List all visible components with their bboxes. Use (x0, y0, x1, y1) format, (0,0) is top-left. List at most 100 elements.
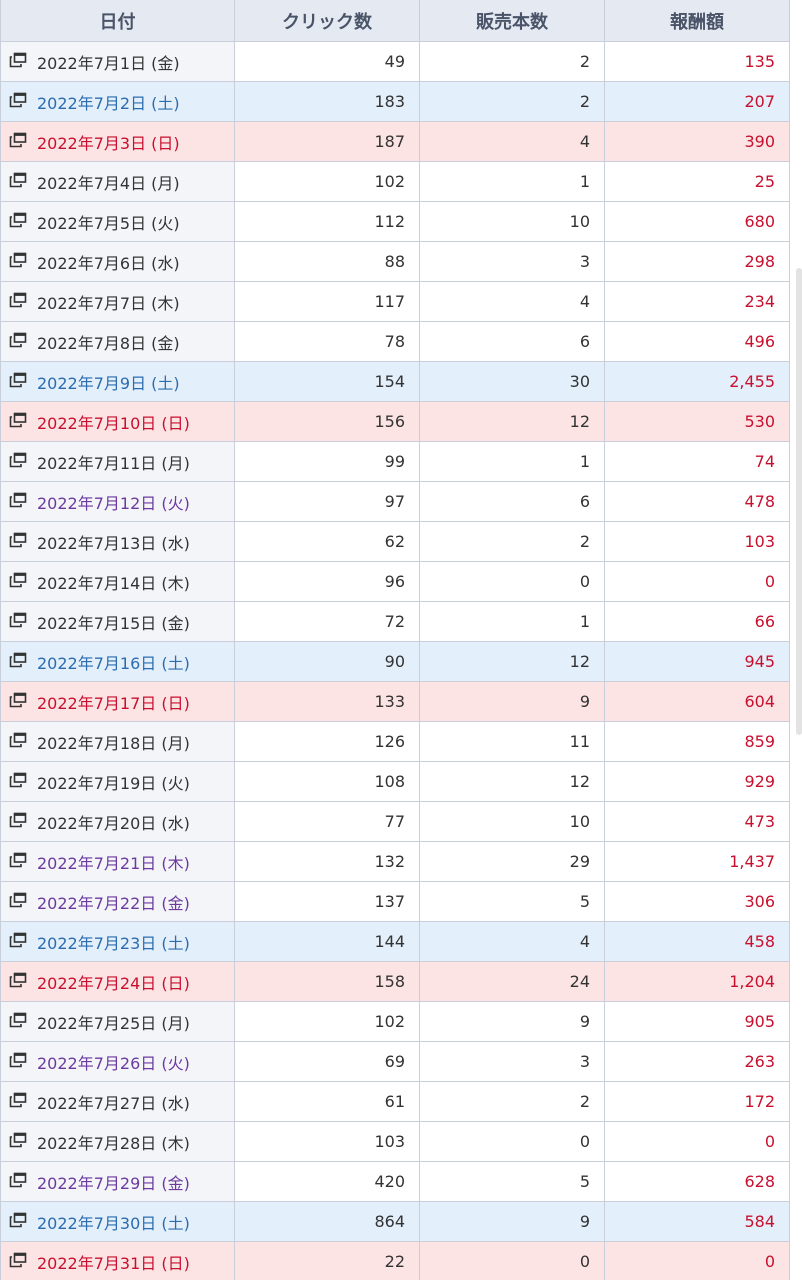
external-window-icon[interactable] (9, 572, 27, 588)
external-window-icon[interactable] (9, 812, 27, 828)
date-cell[interactable]: 2022年7月15日 (金) (0, 601, 235, 642)
date-link[interactable]: 2022年7月5日 (火) (37, 213, 180, 233)
column-header-clicks[interactable]: クリック数 (234, 0, 420, 42)
date-cell[interactable]: 2022年7月6日 (水) (0, 241, 235, 282)
date-cell[interactable]: 2022年7月28日 (木) (0, 1121, 235, 1162)
date-link[interactable]: 2022年7月19日 (火) (37, 773, 190, 793)
date-cell[interactable]: 2022年7月12日 (火) (0, 481, 235, 522)
date-link[interactable]: 2022年7月31日 (日) (37, 1253, 190, 1273)
date-link[interactable]: 2022年7月14日 (木) (37, 573, 190, 593)
date-link[interactable]: 2022年7月3日 (日) (37, 133, 180, 153)
date-link[interactable]: 2022年7月10日 (日) (37, 413, 190, 433)
date-cell[interactable]: 2022年7月5日 (火) (0, 201, 235, 242)
date-link[interactable]: 2022年7月9日 (土) (37, 373, 180, 393)
date-cell[interactable]: 2022年7月27日 (水) (0, 1081, 235, 1122)
date-link[interactable]: 2022年7月26日 (火) (37, 1053, 190, 1073)
external-window-icon[interactable] (9, 492, 27, 508)
date-cell[interactable]: 2022年7月26日 (火) (0, 1041, 235, 1082)
external-window-icon[interactable] (9, 132, 27, 148)
external-window-icon[interactable] (9, 172, 27, 188)
external-window-icon[interactable] (9, 692, 27, 708)
date-cell[interactable]: 2022年7月7日 (木) (0, 281, 235, 322)
external-window-icon[interactable] (9, 1012, 27, 1028)
date-cell[interactable]: 2022年7月24日 (日) (0, 961, 235, 1002)
date-link[interactable]: 2022年7月21日 (木) (37, 853, 190, 873)
date-link[interactable]: 2022年7月11日 (月) (37, 453, 190, 473)
external-window-icon[interactable] (9, 372, 27, 388)
date-link[interactable]: 2022年7月23日 (土) (37, 933, 190, 953)
external-window-icon[interactable] (9, 1052, 27, 1068)
column-header-sales[interactable]: 販売本数 (419, 0, 605, 42)
date-link[interactable]: 2022年7月28日 (木) (37, 1133, 190, 1153)
date-link[interactable]: 2022年7月25日 (月) (37, 1013, 190, 1033)
external-window-icon[interactable] (9, 52, 27, 68)
date-link[interactable]: 2022年7月24日 (日) (37, 973, 190, 993)
external-window-icon[interactable] (9, 652, 27, 668)
date-link[interactable]: 2022年7月13日 (水) (37, 533, 190, 553)
external-window-icon[interactable] (9, 1212, 27, 1228)
external-window-icon[interactable] (9, 252, 27, 268)
date-link[interactable]: 2022年7月7日 (木) (37, 293, 180, 313)
date-cell[interactable]: 2022年7月30日 (土) (0, 1201, 235, 1242)
date-link[interactable]: 2022年7月29日 (金) (37, 1173, 190, 1193)
date-link[interactable]: 2022年7月4日 (月) (37, 173, 180, 193)
date-link[interactable]: 2022年7月30日 (土) (37, 1213, 190, 1233)
external-window-icon[interactable] (9, 92, 27, 108)
external-window-icon[interactable] (9, 532, 27, 548)
scrollbar[interactable] (796, 268, 802, 735)
external-window-icon[interactable] (9, 852, 27, 868)
date-cell[interactable]: 2022年7月20日 (水) (0, 801, 235, 842)
date-link[interactable]: 2022年7月6日 (水) (37, 253, 180, 273)
external-window-icon[interactable] (9, 1132, 27, 1148)
external-window-icon[interactable] (9, 932, 27, 948)
date-cell[interactable]: 2022年7月17日 (日) (0, 681, 235, 722)
date-link[interactable]: 2022年7月18日 (月) (37, 733, 190, 753)
external-window-icon[interactable] (9, 772, 27, 788)
date-cell[interactable]: 2022年7月4日 (月) (0, 161, 235, 202)
external-window-icon[interactable] (9, 732, 27, 748)
reward-cell: 207 (604, 81, 790, 122)
date-cell[interactable]: 2022年7月13日 (水) (0, 521, 235, 562)
date-cell[interactable]: 2022年7月9日 (土) (0, 361, 235, 402)
date-cell[interactable]: 2022年7月10日 (日) (0, 401, 235, 442)
column-header-reward[interactable]: 報酬額 (604, 0, 790, 42)
date-link[interactable]: 2022年7月1日 (金) (37, 53, 180, 73)
external-window-icon[interactable] (9, 972, 27, 988)
external-window-icon[interactable] (9, 1092, 27, 1108)
date-link[interactable]: 2022年7月2日 (土) (37, 93, 180, 113)
date-cell[interactable]: 2022年7月22日 (金) (0, 881, 235, 922)
external-window-icon[interactable] (9, 332, 27, 348)
date-cell[interactable]: 2022年7月25日 (月) (0, 1001, 235, 1042)
external-window-icon[interactable] (9, 452, 27, 468)
external-window-icon[interactable] (9, 412, 27, 428)
date-link[interactable]: 2022年7月17日 (日) (37, 693, 190, 713)
date-cell[interactable]: 2022年7月3日 (日) (0, 121, 235, 162)
date-link[interactable]: 2022年7月15日 (金) (37, 613, 190, 633)
date-cell[interactable]: 2022年7月23日 (土) (0, 921, 235, 962)
column-header-date[interactable]: 日付 (0, 0, 235, 42)
date-cell[interactable]: 2022年7月16日 (土) (0, 641, 235, 682)
external-window-icon[interactable] (9, 1172, 27, 1188)
date-link[interactable]: 2022年7月20日 (水) (37, 813, 190, 833)
date-cell[interactable]: 2022年7月31日 (日) (0, 1241, 235, 1280)
date-link[interactable]: 2022年7月27日 (水) (37, 1093, 190, 1113)
date-cell[interactable]: 2022年7月29日 (金) (0, 1161, 235, 1202)
date-cell[interactable]: 2022年7月8日 (金) (0, 321, 235, 362)
date-cell[interactable]: 2022年7月19日 (火) (0, 761, 235, 802)
date-link[interactable]: 2022年7月16日 (土) (37, 653, 190, 673)
external-window-icon[interactable] (9, 212, 27, 228)
date-link[interactable]: 2022年7月8日 (金) (37, 333, 180, 353)
external-window-icon[interactable] (9, 892, 27, 908)
external-window-icon[interactable] (9, 1252, 27, 1268)
date-link[interactable]: 2022年7月22日 (金) (37, 893, 190, 913)
date-cell[interactable]: 2022年7月1日 (金) (0, 41, 235, 82)
date-cell[interactable]: 2022年7月2日 (土) (0, 81, 235, 122)
external-window-icon[interactable] (9, 292, 27, 308)
date-cell[interactable]: 2022年7月18日 (月) (0, 721, 235, 762)
date-link[interactable]: 2022年7月12日 (火) (37, 493, 190, 513)
date-cell[interactable]: 2022年7月14日 (木) (0, 561, 235, 602)
date-cell[interactable]: 2022年7月21日 (木) (0, 841, 235, 882)
date-cell[interactable]: 2022年7月11日 (月) (0, 441, 235, 482)
external-window-icon[interactable] (9, 612, 27, 628)
reward-cell: 478 (604, 481, 790, 522)
